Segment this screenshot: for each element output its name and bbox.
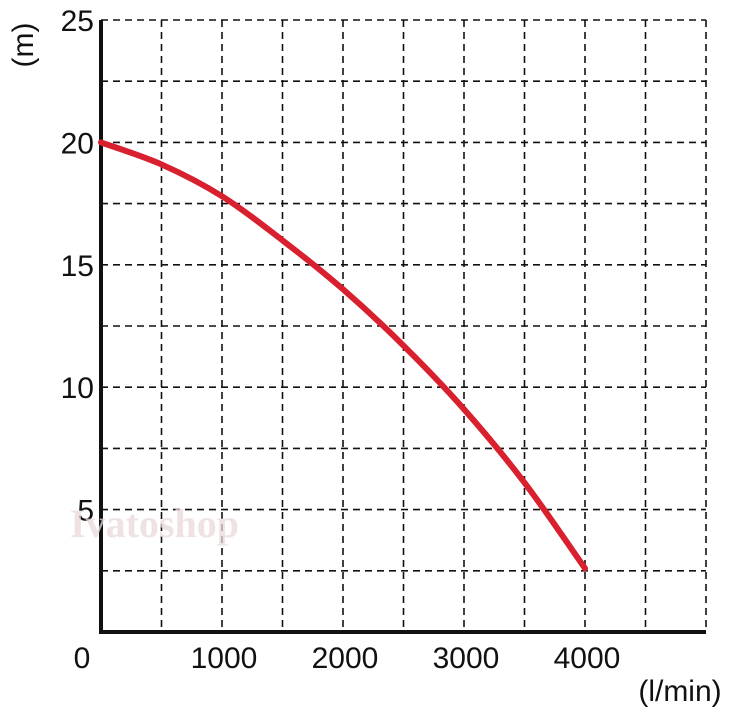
y-tick-label: 25 [61,5,94,38]
watermark-text: Ivatoshop [70,501,239,546]
x-tick-label: 0 [74,642,91,675]
y-tick-label: 10 [61,372,94,405]
x-tick-label: 4000 [554,642,621,675]
x-axis-label: (l/min) [638,675,721,708]
series-line [98,139,588,572]
series [98,139,588,572]
axes [99,20,706,634]
y-tick-label: 20 [61,127,94,160]
y-tick-label: 15 [61,250,94,283]
x-tick-labels: 0 1000 2000 3000 4000 [74,642,621,675]
y-tick-labels: 5 10 15 20 25 [61,5,94,528]
x-tick-label: 2000 [312,642,379,675]
y-tick-label: 5 [77,495,94,528]
grid [101,19,707,632]
y-axis-label: (m) [7,23,40,68]
x-tick-label: 1000 [191,642,258,675]
x-tick-label: 3000 [433,642,500,675]
